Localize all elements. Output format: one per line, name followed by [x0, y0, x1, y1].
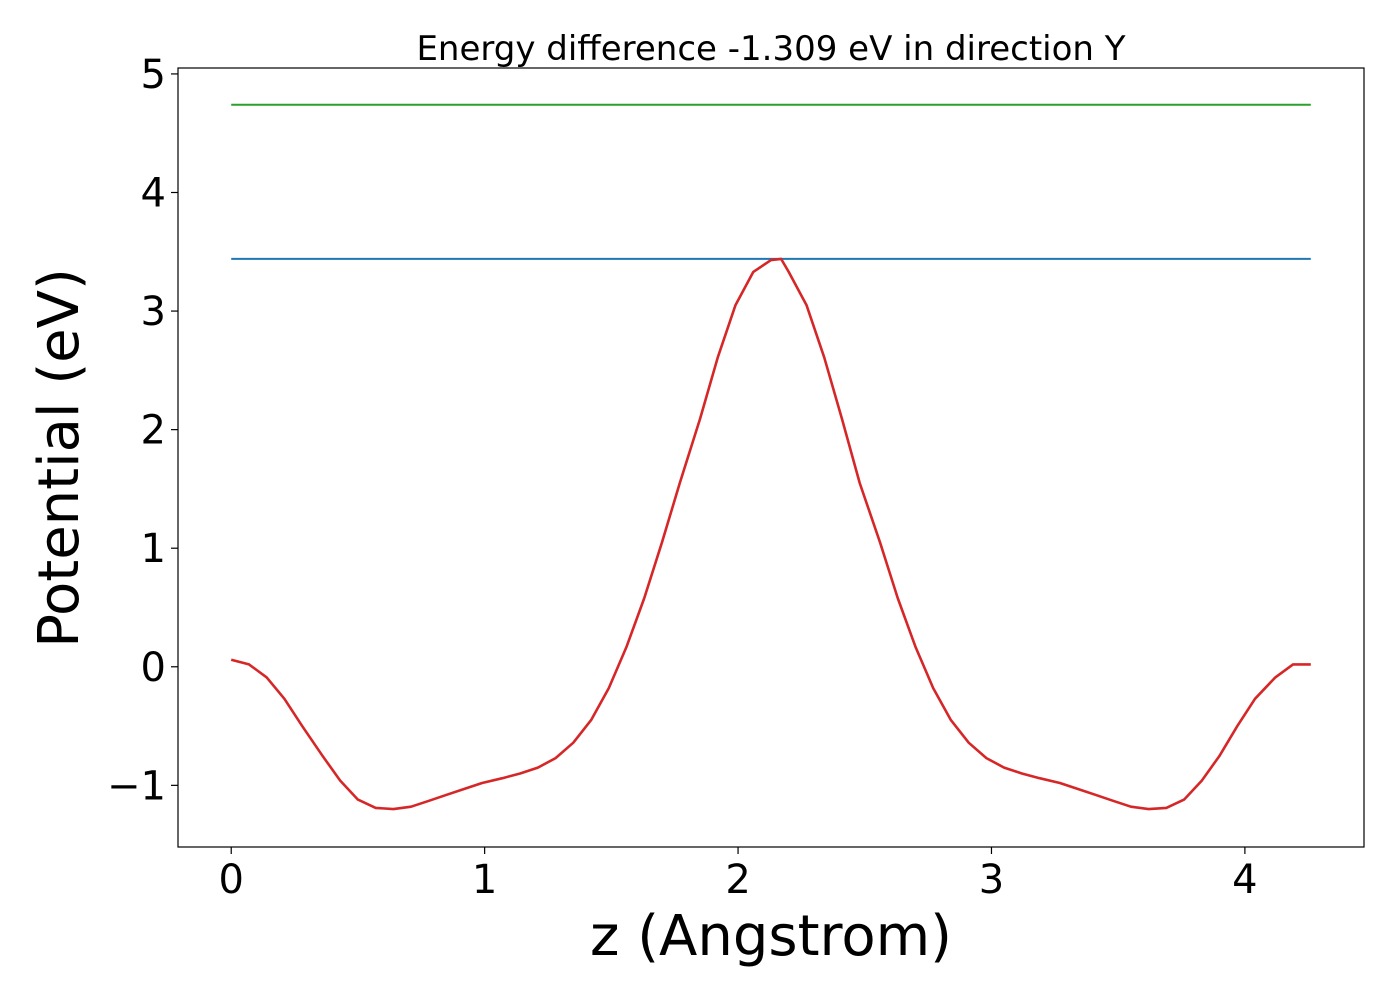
x-tick-label: 4 — [1232, 857, 1257, 903]
x-tick-label: 2 — [725, 857, 750, 903]
y-tick-label: 0 — [141, 645, 166, 691]
y-tick-label: −1 — [107, 763, 166, 809]
plot-area: 0 1 2 3 4 −1 0 1 2 3 4 5 — [107, 52, 1365, 903]
x-tick-label: 3 — [979, 857, 1004, 903]
y-axis-label: Potential (eV) — [27, 268, 92, 648]
x-tick-label: 1 — [472, 857, 497, 903]
y-tick-label: 5 — [141, 52, 166, 98]
y-tick-label: 3 — [141, 289, 166, 335]
chart-title: Energy difference -1.309 eV in direction… — [416, 29, 1125, 69]
x-axis-label: z (Angstrom) — [590, 904, 952, 969]
y-tick-label: 2 — [141, 408, 166, 454]
y-tick-label: 1 — [141, 526, 166, 572]
y-tick-label: 4 — [141, 170, 166, 216]
x-tick-label: 0 — [218, 857, 243, 903]
series-line-3 — [230, 257, 1311, 811]
plot-frame — [177, 67, 1365, 848]
